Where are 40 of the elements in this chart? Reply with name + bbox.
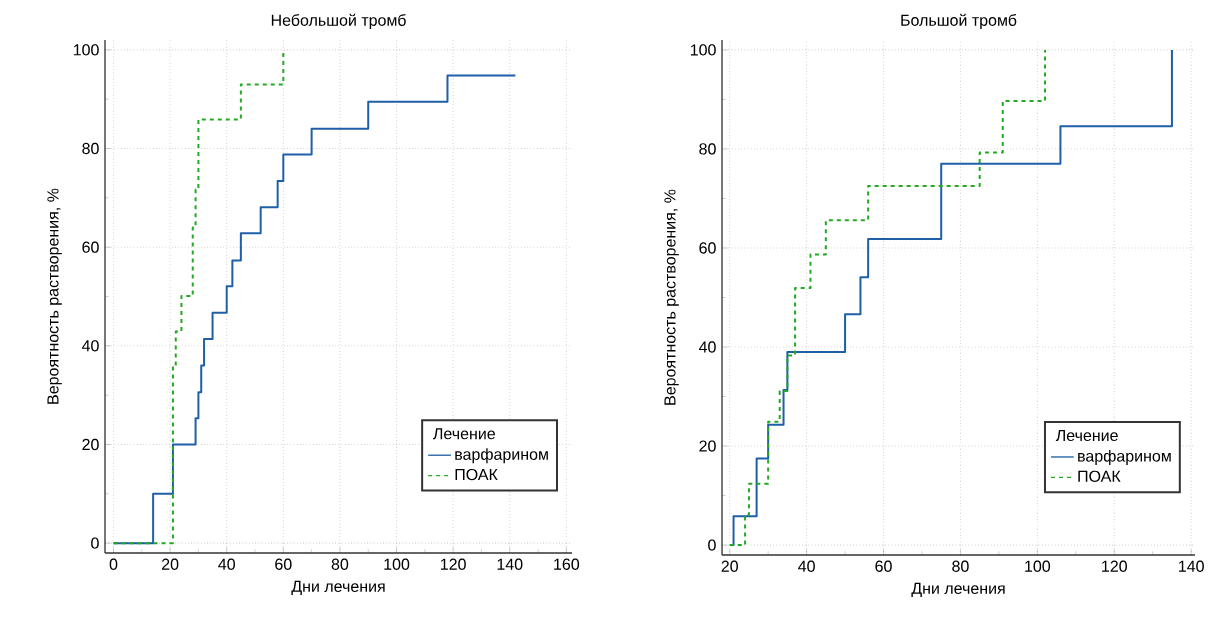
y-tick-label: 60 [82, 241, 99, 253]
chart-title: Большой тромб [901, 13, 1017, 30]
x-tick-label: 120 [441, 558, 466, 570]
chart-title: Небольшой тромб [271, 13, 406, 30]
x-tick-label: 100 [384, 558, 410, 570]
x-tick-label: 40 [218, 558, 235, 570]
x-tick-label: 160 [554, 558, 580, 570]
legend-label: варфарином [455, 448, 548, 464]
y-tick-label: 100 [73, 44, 99, 56]
y-tick-label: 80 [699, 143, 716, 155]
x-tick-label: 140 [1179, 560, 1204, 572]
x-axis-title: Дни лечения [291, 580, 385, 596]
x-tick-label: 0 [109, 558, 118, 570]
y-axis-title: Вероятность растворения, % [47, 188, 62, 404]
legend-label: варфарином [1078, 449, 1171, 465]
legend-title: Лечение [433, 428, 495, 440]
x-tick-label: 100 [1025, 560, 1051, 572]
x-tick-label: 80 [331, 558, 349, 570]
legend-title: Лечение [1055, 429, 1118, 442]
x-axis-title: Дни лечения [911, 582, 1005, 598]
y-tick-label: 100 [690, 44, 716, 56]
y-tick-label: 40 [698, 341, 716, 353]
x-tick-label: 120 [1102, 560, 1127, 572]
y-tick-label: 0 [708, 539, 716, 551]
x-tick-label: 60 [275, 558, 292, 570]
y-tick-label: 20 [699, 440, 716, 452]
legend-label: ПОАК [1078, 470, 1121, 482]
y-axis-title: Вероятность растворения, % [664, 189, 679, 405]
x-tick-label: 80 [952, 560, 969, 572]
x-tick-label: 20 [162, 558, 179, 570]
y-tick-label: 60 [699, 242, 716, 254]
y-tick-label: 20 [82, 438, 99, 451]
x-tick-label: 40 [798, 560, 815, 572]
y-tick-label: 40 [81, 340, 99, 352]
x-tick-label: 20 [721, 560, 738, 572]
x-tick-label: 60 [875, 560, 892, 572]
y-tick-label: 0 [91, 537, 99, 549]
x-tick-label: 140 [497, 558, 523, 570]
legend-label: ПОАК [455, 468, 498, 481]
y-tick-label: 80 [82, 142, 99, 155]
